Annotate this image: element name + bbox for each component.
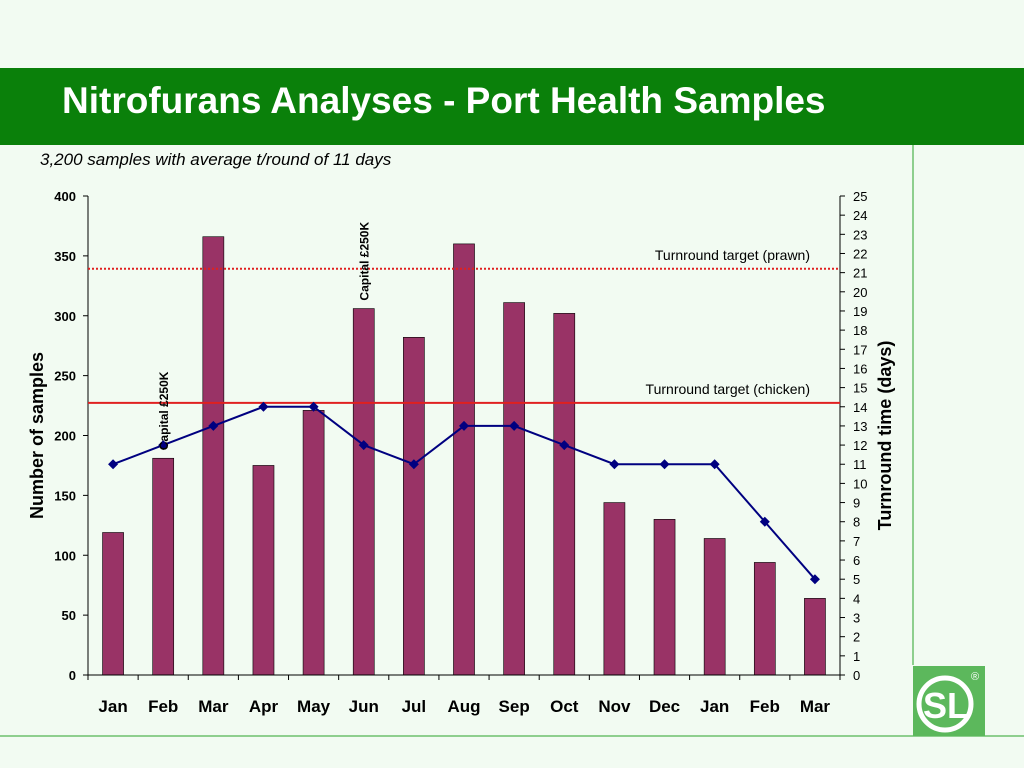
x-tick-label: Feb (148, 697, 178, 716)
bar (503, 302, 525, 676)
x-tick-label: Aug (447, 697, 480, 716)
y-tick-label-right: 12 (853, 438, 867, 453)
bar (302, 410, 325, 676)
series-point (759, 516, 770, 527)
x-tick-label: Feb (750, 697, 780, 716)
series-point (358, 440, 369, 451)
y-tick-label-right: 17 (853, 342, 867, 357)
y-tick-label-left: 200 (54, 429, 76, 444)
reference-line-label: Turnround target (prawn) (655, 247, 810, 263)
x-tick-label: Jan (98, 697, 127, 716)
series-point (659, 459, 670, 470)
bottom-divider (0, 735, 1024, 737)
y-tick-label-right: 4 (853, 591, 860, 606)
y-tick-label-right: 23 (853, 227, 867, 242)
company-logo: SL ® (913, 666, 985, 736)
y-tick-label-left: 300 (54, 309, 76, 324)
x-tick-label: Mar (800, 697, 831, 716)
bar (152, 457, 175, 676)
y-tick-label-right: 7 (853, 534, 860, 549)
y-tick-label-right: 19 (853, 304, 867, 319)
y-tick-label-left: 400 (54, 189, 76, 204)
bar (403, 337, 425, 676)
y-axis-title-right: Turnround time (days) (875, 341, 895, 531)
bar (603, 502, 626, 676)
y-tick-label-right: 10 (853, 476, 867, 491)
right-divider (912, 145, 914, 665)
y-tick-label-right: 3 (853, 611, 860, 626)
series-point (559, 440, 570, 451)
logo-mark: ® (971, 671, 979, 683)
series-point (809, 574, 820, 585)
bar (252, 465, 275, 676)
y-tick-label-right: 18 (853, 323, 867, 338)
x-tick-label: Mar (198, 697, 229, 716)
bar (102, 532, 124, 676)
y-tick-label-left: 0 (69, 668, 76, 683)
y-tick-label-right: 15 (853, 381, 867, 396)
x-tick-label: Oct (550, 697, 579, 716)
y-tick-label-left: 150 (54, 488, 76, 503)
y-tick-label-right: 8 (853, 515, 860, 530)
x-tick-label: Nov (598, 697, 631, 716)
y-tick-label-right: 20 (853, 285, 867, 300)
series-point (408, 459, 419, 470)
y-axis-title-left: Number of samples (27, 352, 47, 519)
y-tick-label-right: 24 (853, 208, 867, 223)
x-tick-label: Apr (249, 697, 279, 716)
reference-line-label: Turnround target (chicken) (646, 381, 810, 397)
annotation: Capital £250K (358, 222, 372, 301)
annotation: Capital £250K (157, 371, 171, 450)
logo-text: SL (923, 685, 969, 726)
y-tick-label-right: 25 (853, 189, 867, 204)
series-point (108, 459, 119, 470)
y-tick-label-left: 50 (62, 608, 76, 623)
y-tick-label-right: 22 (853, 246, 867, 261)
bar (352, 308, 375, 676)
x-tick-label: Jul (402, 697, 427, 716)
y-tick-label-right: 16 (853, 361, 867, 376)
y-tick-label-right: 14 (853, 400, 867, 415)
bar (653, 519, 676, 676)
series-point (158, 440, 169, 451)
x-tick-label: Sep (499, 697, 530, 716)
y-tick-label-right: 9 (853, 496, 860, 511)
y-tick-label-right: 6 (853, 553, 860, 568)
y-tick-label-right: 5 (853, 572, 860, 587)
y-tick-label-right: 13 (853, 419, 867, 434)
y-tick-label-right: 11 (853, 457, 867, 472)
y-tick-label-right: 0 (853, 668, 860, 683)
bar (703, 538, 726, 676)
chart: 0501001502002503003504000123456789101112… (27, 189, 895, 716)
y-tick-label-left: 350 (54, 249, 76, 264)
y-tick-label-left: 250 (54, 369, 76, 384)
chart-subtitle: 3,200 samples with average t/round of 11… (40, 150, 392, 169)
x-tick-label: Jan (700, 697, 729, 716)
series-point (208, 420, 219, 431)
bar (202, 236, 225, 676)
x-tick-label: May (297, 697, 331, 716)
y-tick-label-right: 1 (853, 649, 860, 664)
y-tick-label-left: 100 (54, 548, 76, 563)
series-point (609, 459, 620, 470)
series-point (308, 401, 319, 412)
bar (453, 243, 475, 676)
series-point (459, 420, 469, 431)
bar (753, 562, 776, 676)
series-point (258, 401, 269, 412)
page-title: Nitrofurans Analyses - Port Health Sampl… (62, 80, 826, 121)
bar (553, 313, 576, 676)
series-point (709, 459, 720, 470)
title-bar: Nitrofurans Analyses - Port Health Sampl… (0, 68, 1024, 145)
x-tick-label: Jun (349, 697, 379, 716)
y-tick-label-right: 2 (853, 630, 860, 645)
bar (804, 598, 826, 676)
y-tick-label-right: 21 (853, 266, 867, 281)
x-tick-label: Dec (649, 697, 680, 716)
series-point (509, 420, 520, 431)
